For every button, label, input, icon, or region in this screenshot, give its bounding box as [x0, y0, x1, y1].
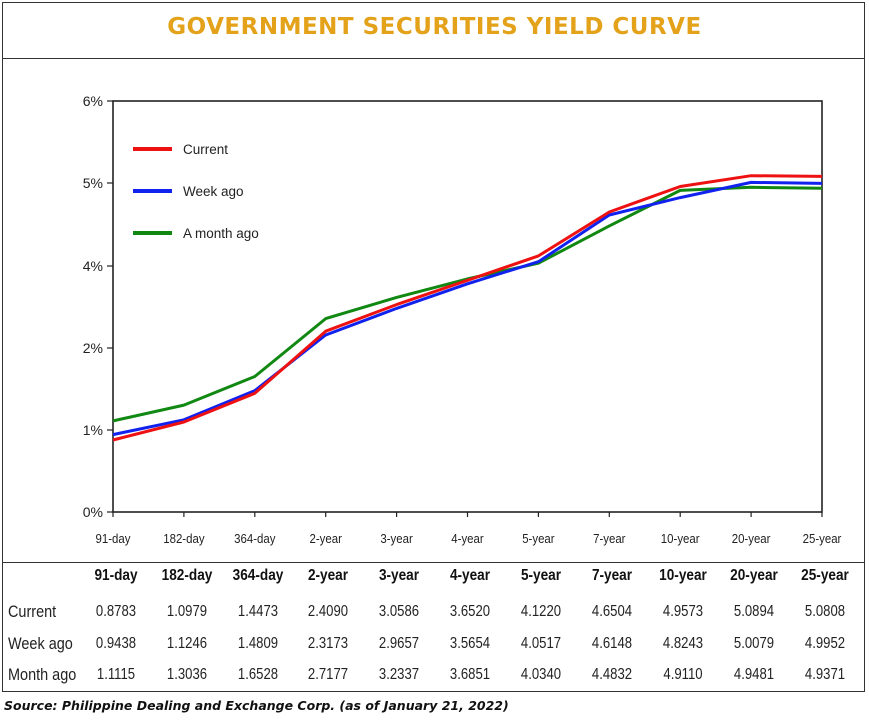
table-value-cell: 1.4809: [237, 635, 279, 652]
chart-title: GOVERNMENT SECURITIES YIELD CURVE: [167, 14, 702, 40]
x-tick-label: 182-day: [163, 531, 205, 546]
table-value-cell: 3.6520: [449, 603, 491, 620]
table-value-cell: 0.8783: [95, 603, 137, 620]
legend-label: Current: [183, 142, 228, 157]
table-value-cell: 3.2337: [378, 666, 420, 683]
table-divider: [2, 562, 865, 563]
table-value-cell: 3.5654: [449, 635, 491, 652]
series-line-week-ago: [112, 180, 823, 437]
table-header-cell: 364-day: [232, 567, 284, 584]
table-header-cell: 20-year: [730, 567, 778, 584]
table-value-cell: 2.7177: [307, 666, 349, 683]
table-row-label: Month ago: [8, 665, 77, 684]
table-value-cell: 2.3173: [307, 635, 349, 652]
table-value-cell: 1.4473: [237, 603, 279, 620]
table-header-cell: 10-year: [659, 567, 707, 584]
x-tick-label: 364-day: [234, 531, 276, 546]
x-tick-label: 7-year: [593, 531, 625, 546]
table-value-cell: 0.9438: [95, 635, 137, 652]
table-value-cell: 4.6148: [591, 635, 633, 652]
table-header-cell: 5-year: [520, 567, 562, 584]
table-value-cell: 5.0808: [804, 603, 846, 620]
table-header-cell: 3-year: [378, 567, 420, 584]
table-value-cell: 2.9657: [378, 635, 420, 652]
table-value-cell: 1.1246: [166, 635, 208, 652]
x-tick-label: 25-year: [803, 531, 842, 546]
chart-frame: [2, 2, 865, 692]
x-tick-label: 2-year: [309, 531, 341, 546]
y-tick-label: 0%: [83, 504, 103, 520]
x-tick-label: 5-year: [522, 531, 554, 546]
table-row-label: Current: [8, 602, 57, 621]
x-tick-label: 4-year: [451, 531, 483, 546]
legend-label: Week ago: [183, 184, 244, 199]
table-row-label: Week ago: [8, 634, 73, 653]
yield-curve-chart: 0% 1% 2% 4% 5% 6% 91-day 182-day 364-day 2-year 3-…: [83, 93, 842, 546]
table-header-cell: 91-day: [94, 567, 138, 584]
plot-area: [112, 100, 823, 513]
table-value-cell: 1.6528: [237, 666, 279, 683]
table-value-cell: 4.9371: [804, 666, 846, 683]
table-value-cell: 1.3036: [166, 666, 208, 683]
table-value-cell: 1.1115: [96, 666, 136, 683]
table-header-cell: 7-year: [591, 567, 633, 584]
series-line-current: [112, 174, 823, 442]
table-value-cell: 5.0079: [733, 635, 775, 652]
x-tick-label: 20-year: [732, 531, 771, 546]
title-divider: [2, 58, 865, 59]
y-tick-label: 5%: [83, 175, 103, 191]
y-tick-label: 1%: [83, 422, 103, 438]
table-value-cell: 4.9110: [663, 666, 703, 683]
table-value-cell: 4.9952: [804, 635, 846, 652]
table-value-cell: 3.0586: [378, 603, 420, 620]
table-value-cell: 4.9573: [662, 603, 704, 620]
table-value-cell: 4.8243: [662, 635, 704, 652]
series-line-a-month-ago: [112, 185, 823, 423]
table-header-cell: 182-day: [161, 567, 213, 584]
x-tick-label: 91-day: [96, 531, 132, 546]
table-value-cell: 1.0979: [166, 603, 208, 620]
table-value-cell: 4.0340: [520, 666, 562, 683]
legend-label: A month ago: [183, 226, 259, 241]
table-value-cell: 4.4832: [591, 666, 633, 683]
table-value-cell: 4.6504: [591, 603, 633, 620]
y-tick-label: 6%: [83, 93, 103, 109]
y-tick-label: 2%: [83, 340, 103, 356]
source-note: Source: Philippine Dealing and Exchange …: [4, 698, 509, 713]
table-value-cell: 4.9481: [733, 666, 775, 683]
x-tick-label: 10-year: [661, 531, 700, 546]
y-tick-label: 4%: [83, 258, 103, 274]
table-value-cell: 4.0517: [520, 635, 562, 652]
table-value-cell: 3.6851: [449, 666, 491, 683]
table-header-cell: 2-year: [307, 567, 349, 584]
table-value-cell: 2.4090: [307, 603, 349, 620]
x-tick-label: 3-year: [380, 531, 412, 546]
table-header-cell: 25-year: [801, 567, 849, 584]
table-value-cell: 5.0894: [733, 603, 775, 620]
table-value-cell: 4.1220: [520, 603, 562, 620]
table-header-cell: 4-year: [449, 567, 491, 584]
